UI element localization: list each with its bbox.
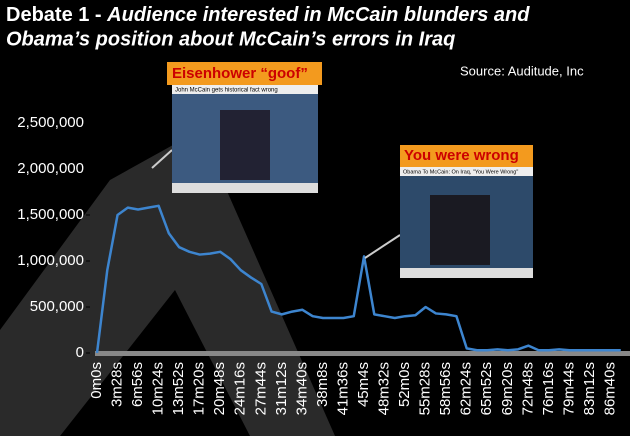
- y-tick-label: 0: [76, 344, 84, 361]
- x-tick-label: 31m12s: [273, 362, 290, 415]
- chart-title: Debate 1 - Audience interested in McCain…: [6, 4, 530, 26]
- x-tick-label: 45m4s: [355, 362, 372, 407]
- x-tick-label: 34m40s: [293, 362, 310, 415]
- connector: [364, 234, 401, 259]
- x-tick-label: 55m28s: [417, 362, 434, 415]
- screenshot-header: [172, 85, 318, 94]
- x-tick-label: 76m16s: [540, 362, 557, 415]
- source: Source: Auditude, Inc: [460, 63, 584, 78]
- x-tick-label: 27m44s: [252, 362, 269, 415]
- chart-title: Obama’s position about McCain’s errors i…: [6, 28, 455, 50]
- y-tick-label: 1,000,000: [17, 252, 84, 269]
- x-tick-label: 86m40s: [601, 362, 618, 415]
- x-tick-label: 38m8s: [314, 362, 331, 407]
- annotation-label: Eisenhower “goof”: [172, 65, 308, 82]
- screenshot-controls: [400, 268, 533, 278]
- baseline: [95, 351, 630, 356]
- plot: 0 500,000 1,000,000 1,500,000 2,000,000 2,500…: [17, 114, 621, 415]
- y-tick-label: 2,500,000: [17, 114, 84, 131]
- screenshot-header: [400, 167, 533, 176]
- annotation-label: You were wrong: [404, 147, 519, 164]
- x-tick-label: 24m16s: [232, 362, 249, 415]
- screenshot-controls: [172, 183, 318, 193]
- x-tick-label: 69m20s: [499, 362, 516, 415]
- screenshot-caption: John McCain gets historical fact wrong: [175, 88, 278, 94]
- x-tick-label: 83m12s: [581, 362, 598, 415]
- annotation-box: [167, 62, 322, 85]
- screenshot-figure: [220, 110, 270, 180]
- x-tick-label: 20m48s: [211, 362, 228, 415]
- x-tick-label: 3m28s: [109, 362, 126, 407]
- x-tick-label: 17m20s: [191, 362, 208, 415]
- x-tick-label: 72m48s: [519, 362, 536, 415]
- screenshot-caption: Obama To McCain: On Iraq, "You Were Wron…: [403, 169, 518, 175]
- x-tick-label: 13m52s: [170, 362, 187, 415]
- x-tick-label: 0m0s: [88, 362, 105, 399]
- background-logo: [0, 130, 335, 436]
- annotation-box: [400, 145, 533, 167]
- y-tick-label: 2,000,000: [17, 160, 84, 177]
- x-tick-label: 52m0s: [396, 362, 413, 407]
- y-tick-label: 500,000: [30, 298, 84, 315]
- x-tick-label: 65m52s: [478, 362, 495, 415]
- x-tick-label: 41m36s: [334, 362, 351, 415]
- data-line: [95, 204, 621, 354]
- x-tick-label: 6m56s: [129, 362, 146, 407]
- x-tick-label: 10m24s: [150, 362, 167, 415]
- x-tick-label: 48m32s: [376, 362, 393, 415]
- x-tick-label: 62m24s: [458, 362, 475, 415]
- y-tick-label: 1,500,000: [17, 206, 84, 223]
- screenshot-figure: [430, 195, 490, 265]
- x-tick-label: 79m44s: [560, 362, 577, 415]
- x-tick-label: 58m56s: [437, 362, 454, 415]
- connector: [151, 149, 173, 169]
